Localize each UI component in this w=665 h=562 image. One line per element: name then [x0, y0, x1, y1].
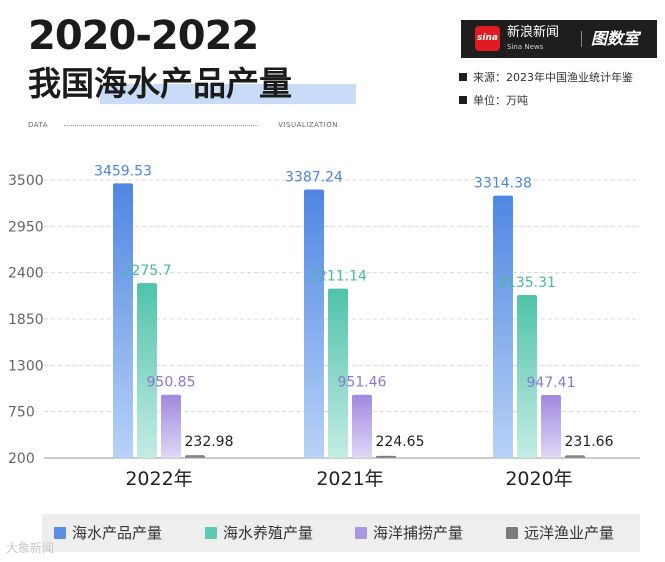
unit-note: 单位：万吨	[459, 94, 528, 108]
legend-item: 海洋捕捞产量	[355, 525, 463, 541]
y-tick-label: 1850	[8, 312, 44, 328]
data-label: 3314.38	[474, 176, 532, 192]
bar-fishing	[161, 394, 181, 458]
brand-name-en: Sina News	[507, 43, 544, 51]
bar-marine-total	[304, 189, 324, 458]
legend-label: 海水养殖产量	[223, 524, 314, 542]
bar-fishing	[352, 394, 372, 458]
data-label: 231.66	[565, 434, 614, 450]
data-visualization-strip: DATA VISUALIZATION	[28, 120, 338, 132]
bar-distant-water	[376, 455, 396, 458]
watermark: 大象新闻	[6, 541, 55, 555]
x-tick-label: 2021年	[316, 468, 383, 490]
subtitle-highlight	[100, 84, 356, 104]
legend-item: 海水产品产量	[54, 525, 162, 541]
dotted-divider	[64, 125, 258, 126]
legend-label: 海水产品产量	[72, 524, 163, 542]
source-note: 来源：2023年中国渔业统计年鉴	[459, 71, 633, 85]
brand-separator	[581, 31, 582, 47]
bar-aquaculture	[328, 288, 348, 458]
brand-banner: sina 新浪新闻 Sina News 图数室	[461, 20, 657, 58]
legend: 海水产品产量 海水养殖产量 海洋捕捞产量 远洋渔业产量	[42, 514, 640, 552]
legend-swatch	[54, 527, 66, 539]
chart-subtitle-wrap: 我国海水产品产量	[28, 62, 356, 108]
bar-fishing	[541, 395, 561, 458]
data-label: 2211.14	[309, 269, 367, 285]
legend-label: 远洋渔业产量	[524, 524, 615, 542]
x-tick-label: 2022年	[125, 468, 192, 490]
y-tick-label: 2950	[8, 219, 44, 235]
legend-swatch	[205, 527, 217, 539]
y-axis-ticks: 3500 2950 2400 1850 1300 750 200	[8, 173, 44, 467]
y-tick-label: 2400	[8, 266, 44, 282]
data-label: 224.65	[376, 434, 425, 450]
bar-aquaculture	[517, 294, 537, 458]
data-label: 950.85	[147, 375, 196, 391]
visualization-label: VISUALIZATION	[278, 121, 338, 129]
bar-marine-total	[493, 195, 513, 458]
legend-swatch	[355, 527, 367, 539]
y-tick-label: 3500	[8, 173, 44, 189]
y-tick-label: 200	[8, 451, 35, 467]
legend-item: 海水养殖产量	[205, 525, 313, 541]
source-text: 来源：2023年中国渔业统计年鉴	[473, 71, 633, 84]
bar-marine-total	[113, 183, 133, 458]
data-label: 2275.7	[123, 263, 172, 279]
legend-swatch	[506, 527, 518, 539]
data-label: 3387.24	[285, 169, 343, 185]
chart-title: 2020-2022	[28, 13, 259, 59]
unit-text: 单位：万吨	[473, 94, 528, 107]
data-label: 232.98	[185, 434, 234, 450]
data-label: 951.46	[338, 375, 387, 391]
x-axis-ticks: 2022年 2021年 2020年	[125, 468, 572, 490]
bar-distant-water	[185, 455, 205, 458]
square-bullet-icon	[459, 73, 467, 81]
y-tick-label: 750	[8, 405, 35, 421]
square-bullet-icon	[459, 96, 467, 104]
legend-label: 海洋捕捞产量	[373, 524, 464, 542]
bar-chart: 3500 2950 2400 1850 1300 750 200 3459.53 2275.7…	[8, 163, 640, 490]
data-label: 947.41	[527, 375, 576, 391]
data-label: DATA	[28, 121, 49, 129]
y-tick-label: 1300	[8, 358, 44, 374]
brand-tag: 图数室	[591, 29, 640, 48]
bar-aquaculture	[137, 283, 157, 458]
chart-subtitle: 我国海水产品产量	[28, 64, 292, 103]
data-label: 2135.31	[498, 275, 556, 291]
bar-distant-water	[565, 455, 585, 458]
sina-logo-icon: sina	[475, 26, 500, 51]
data-label: 3459.53	[94, 163, 152, 179]
x-tick-label: 2020年	[505, 468, 572, 490]
brand-name: 新浪新闻	[507, 25, 560, 40]
legend-item: 远洋渔业产量	[506, 525, 614, 541]
bars: 3459.53 2275.7 950.85 232.98 3387.24 2211.14 9…	[94, 163, 614, 458]
